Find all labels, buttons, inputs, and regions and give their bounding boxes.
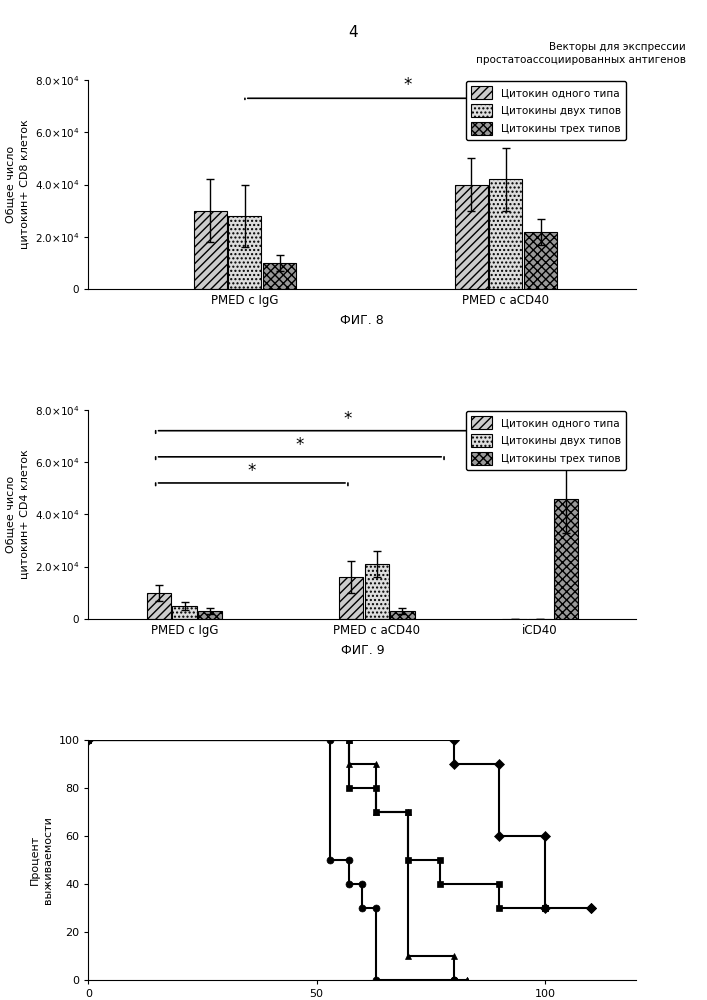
- Y-axis label: Общее число
цитокин+ CD8 клеток: Общее число цитокин+ CD8 клеток: [6, 120, 29, 249]
- Title: ФИГ. 9: ФИГ. 9: [341, 644, 384, 657]
- Y-axis label: Общее число
цитокин+ CD4 клеток: Общее число цитокин+ CD4 клеток: [6, 449, 29, 579]
- Text: 4: 4: [349, 25, 358, 40]
- Text: *: *: [404, 76, 412, 94]
- Text: Векторы для экспрессии
простатоассоциированных антигенов: Векторы для экспрессии простатоассоцииро…: [476, 42, 686, 65]
- Bar: [198, 611, 222, 619]
- Text: *: *: [247, 462, 256, 480]
- Bar: [390, 611, 414, 619]
- Bar: [173, 606, 197, 619]
- Title: ФИГ. 8: ФИГ. 8: [341, 314, 384, 327]
- Bar: [228, 216, 262, 289]
- Y-axis label: Процент
выживаемости: Процент выживаемости: [30, 816, 53, 904]
- Bar: [263, 263, 296, 289]
- Bar: [339, 577, 363, 619]
- Bar: [524, 232, 557, 289]
- Bar: [365, 564, 389, 619]
- Text: *: *: [344, 410, 352, 428]
- Legend: Цитокин одного типа, Цитокины двух типов, Цитокины трех типов: Цитокин одного типа, Цитокины двух типов…: [466, 411, 626, 470]
- Bar: [554, 499, 578, 619]
- Text: *: *: [296, 436, 304, 454]
- Bar: [194, 211, 227, 289]
- Bar: [146, 593, 171, 619]
- Legend: Цитокин одного типа, Цитокины двух типов, Цитокины трех типов: Цитокин одного типа, Цитокины двух типов…: [466, 81, 626, 140]
- Bar: [489, 179, 522, 289]
- Bar: [455, 185, 488, 289]
